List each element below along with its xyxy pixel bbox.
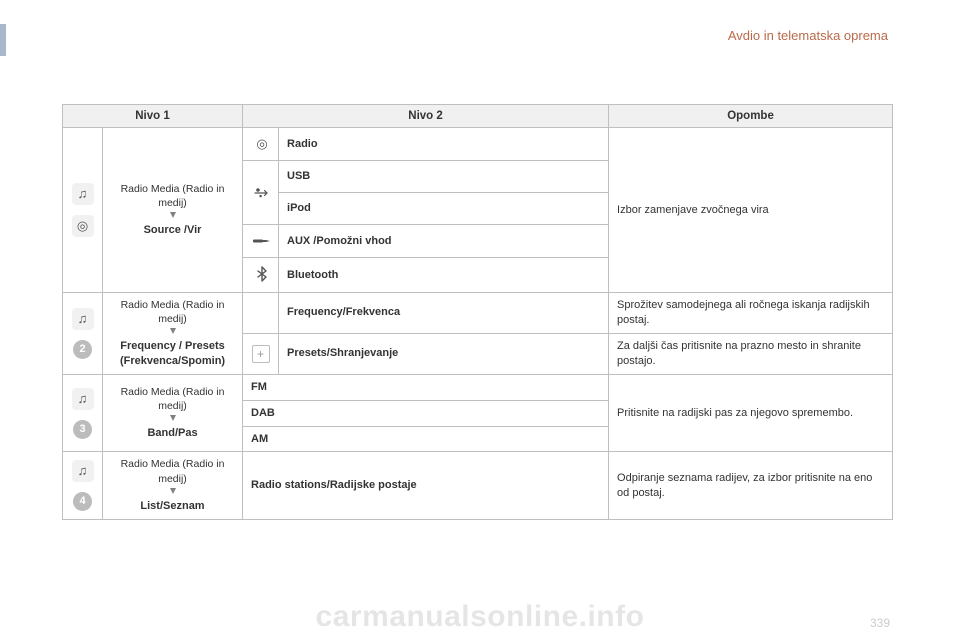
- arrow-down-icon: [170, 488, 176, 494]
- watermark-text: carmanualsonline.info: [316, 600, 645, 634]
- row-icon: [243, 292, 279, 333]
- level1-icon-stack: ♫ 4: [63, 452, 103, 519]
- row-icon: [243, 225, 279, 258]
- side-accent-tab: [0, 24, 6, 56]
- table-row: ♫ 4 Radio Media (Radio in medij) List/Se…: [63, 452, 893, 519]
- table-row: ♫ 3 Radio Media (Radio in medij) Band/Pa…: [63, 374, 893, 400]
- row-note: Sprožitev samodejnega ali ročnega iskanj…: [609, 292, 893, 333]
- level1-label: Radio Media (Radio in medij) List/Seznam: [103, 452, 243, 519]
- table-row: ♫ 2 Radio Media (Radio in medij) Frequen…: [63, 292, 893, 333]
- row-label: Radio stations/Radijske postaje: [243, 452, 609, 519]
- level1-sub: Frequency / Presets (Frekvenca/Spomin): [111, 339, 234, 369]
- music-note-icon: ♫: [72, 183, 94, 205]
- music-note-icon: ♫: [72, 308, 94, 330]
- page-number: 339: [870, 616, 890, 630]
- level1-sub: Source /Vir: [111, 223, 234, 238]
- row-label: Bluetooth: [279, 258, 609, 293]
- row-note: Za daljši čas pritisnite na prazno mesto…: [609, 333, 893, 374]
- table-header-row: Nivo 1 Nivo 2 Opombe: [63, 105, 893, 128]
- level1-label: Radio Media (Radio in medij) Frequency /…: [103, 292, 243, 374]
- th-level1: Nivo 1: [63, 105, 243, 128]
- level1-sub: Band/Pas: [111, 426, 234, 441]
- step-badge: 3: [73, 420, 92, 439]
- aux-jack-icon: [251, 230, 273, 252]
- menu-structure-table: Nivo 1 Nivo 2 Opombe ♫ ◎ Radio Media (Ra…: [62, 104, 893, 520]
- level1-sub: List/Seznam: [111, 499, 234, 514]
- row-label: iPod: [279, 193, 609, 225]
- usb-icon: [251, 182, 273, 204]
- bluetooth-icon: [251, 263, 273, 285]
- plus-icon: +: [252, 345, 270, 363]
- row-icon: +: [243, 333, 279, 374]
- row-label: Frequency/Frekvenca: [279, 292, 609, 333]
- level1-icon-stack: ♫ ◎: [63, 128, 103, 293]
- row-icon: ◎: [243, 128, 279, 161]
- level1-label: Radio Media (Radio in medij) Band/Pas: [103, 374, 243, 452]
- step-badge: 2: [73, 340, 92, 359]
- arrow-down-icon: [170, 212, 176, 218]
- music-note-icon: ♫: [72, 460, 94, 482]
- row-icon: [243, 258, 279, 293]
- row-icon: [243, 161, 279, 225]
- level1-icon-stack: ♫ 3: [63, 374, 103, 452]
- row-label: AM: [243, 426, 609, 452]
- arrow-down-icon: [170, 328, 176, 334]
- target-icon: ◎: [251, 133, 273, 155]
- music-note-icon: ♫: [72, 388, 94, 410]
- row-label: AUX /Pomožni vhod: [279, 225, 609, 258]
- page-header: Avdio in telematska oprema: [728, 28, 888, 43]
- row-label: DAB: [243, 400, 609, 426]
- section-note: Izbor zamenjave zvočnega vira: [609, 128, 893, 293]
- row-label: USB: [279, 161, 609, 193]
- level1-title: Radio Media (Radio in medij): [111, 182, 234, 210]
- row-label: Radio: [279, 128, 609, 161]
- step-badge: 4: [73, 492, 92, 511]
- section-note: Pritisnite na radijski pas za njegovo sp…: [609, 374, 893, 452]
- arrow-down-icon: [170, 415, 176, 421]
- level1-title: Radio Media (Radio in medij): [111, 298, 234, 326]
- row-label: FM: [243, 374, 609, 400]
- level1-title: Radio Media (Radio in medij): [111, 385, 234, 413]
- th-level2: Nivo 2: [243, 105, 609, 128]
- level1-label: Radio Media (Radio in medij) Source /Vir: [103, 128, 243, 293]
- target-icon: ◎: [72, 215, 94, 237]
- row-label: Presets/Shranjevanje: [279, 333, 609, 374]
- level1-title: Radio Media (Radio in medij): [111, 457, 234, 485]
- th-notes: Opombe: [609, 105, 893, 128]
- row-note: Odpiranje seznama radijev, za izbor prit…: [609, 452, 893, 519]
- table-row: ♫ ◎ Radio Media (Radio in medij) Source …: [63, 128, 893, 161]
- level1-icon-stack: ♫ 2: [63, 292, 103, 374]
